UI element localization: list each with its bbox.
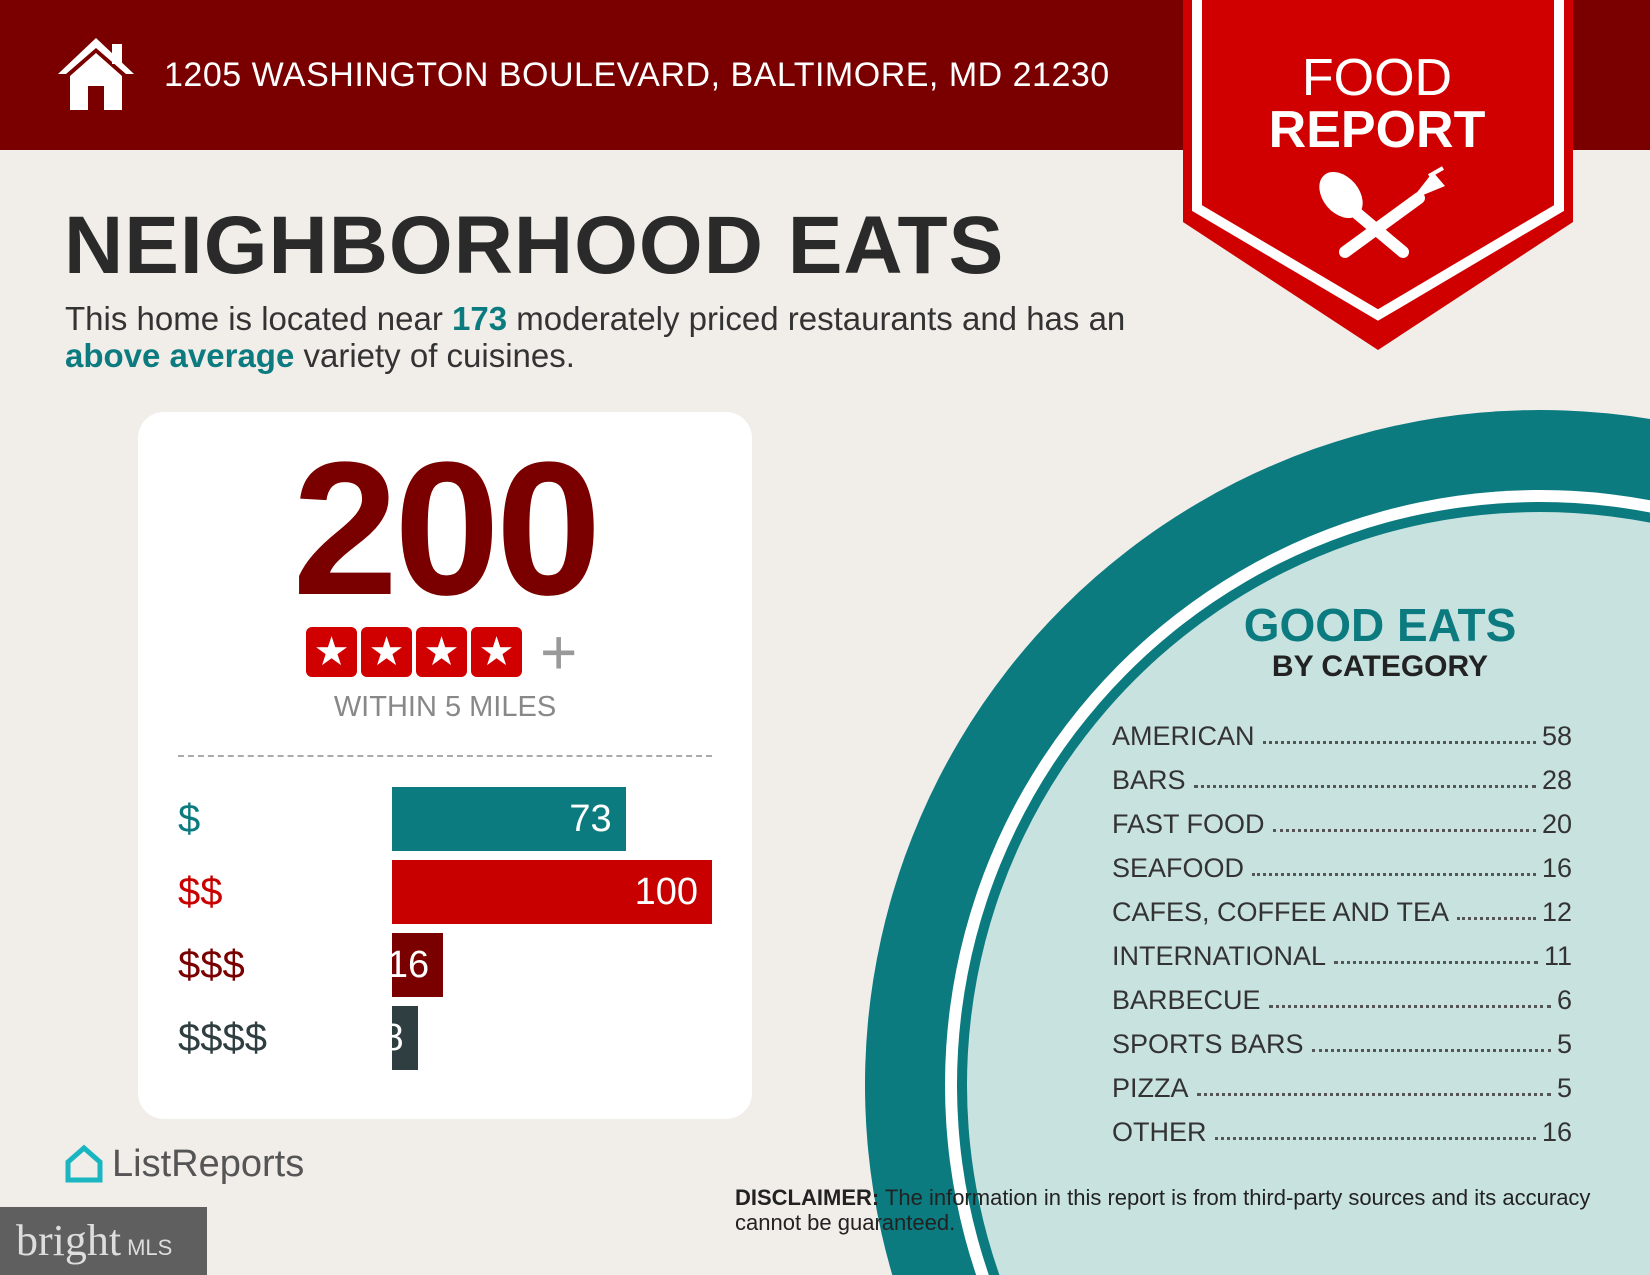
leader-dots [1214, 1137, 1536, 1140]
listreports-logo: ListReports [64, 1140, 304, 1188]
price-row: $$$$ 8 [178, 1006, 418, 1070]
home-icon [58, 38, 134, 110]
category-count: 20 [1541, 808, 1572, 839]
address: 1205 WASHINGTON BOULEVARD, BALTIMORE, MD… [164, 56, 1110, 94]
star-icon: ★ [471, 627, 522, 677]
bright-mls-logo: bright MLS [0, 1207, 207, 1275]
price-value: 16 [386, 944, 430, 986]
total-count: 200 [292, 423, 601, 635]
leader-dots [1311, 1049, 1551, 1052]
leader-dots [1268, 1005, 1551, 1008]
price-bar: 8 [382, 1006, 418, 1070]
category-name: SEAFOOD [1112, 852, 1245, 883]
summary-text: This home is located near 173 moderately… [65, 300, 1126, 374]
category-count: 5 [1556, 1028, 1572, 1059]
price-value: 100 [634, 871, 698, 913]
price-label: $ [178, 797, 201, 841]
star-icon: ★ [416, 627, 467, 677]
category-row: BARBECUE 6 [1112, 976, 1572, 1016]
price-row: $$$ 16 [178, 933, 444, 997]
category-count: 6 [1556, 984, 1572, 1015]
good-eats-title: GOOD EATS [1243, 599, 1517, 651]
category-row: OTHER 16 [1112, 1108, 1572, 1148]
category-name: BARBECUE [1112, 984, 1261, 1015]
category-count: 58 [1541, 720, 1572, 751]
category-row: CAFES, COFFEE AND TEA 12 [1112, 888, 1572, 928]
stats-card: 200 ★ ★ ★ ★ + WITHIN 5 MILES $73 $$ 100 $$$ 16 $… [138, 412, 752, 1119]
category-row: PIZZA 5 [1112, 1064, 1572, 1104]
category-name: CAFES, COFFEE AND TEA [1112, 896, 1450, 927]
price-value: 73 [569, 798, 612, 840]
category-count: 11 [1543, 940, 1572, 971]
radius-label: WITHIN 5 MILES [333, 691, 557, 723]
leader-dots [1196, 1093, 1551, 1096]
plate-ring [967, 512, 1650, 1275]
category-row: SEAFOOD 16 [1112, 844, 1572, 884]
page-title: NEIGHBORHOOD EATS [64, 200, 1005, 291]
category-count: 16 [1541, 852, 1572, 883]
plus-icon: + [540, 616, 578, 688]
price-row: $73 [178, 787, 626, 851]
price-label: $$$ [178, 943, 245, 987]
disclaimer: DISCLAIMER: The information in this repo… [735, 1185, 1591, 1235]
category-row: FAST FOOD 20 [1112, 800, 1572, 840]
rating-stars: ★ ★ ★ ★ + [306, 620, 577, 684]
leader-dots [1457, 917, 1536, 920]
price-bar: 73 [392, 787, 626, 851]
category-count: 12 [1541, 896, 1572, 927]
leader-dots [1252, 873, 1536, 876]
leader-dots [1262, 741, 1536, 744]
price-value: 8 [382, 1017, 404, 1059]
category-count: 16 [1541, 1116, 1572, 1147]
category-name: PIZZA [1112, 1072, 1189, 1103]
divider [178, 755, 712, 757]
star-icon: ★ [361, 627, 412, 677]
leader-dots [1334, 961, 1538, 964]
category-row: BARS 28 [1112, 756, 1572, 796]
category-count: 28 [1541, 764, 1572, 795]
leader-dots [1272, 829, 1536, 832]
leader-dots [1193, 785, 1536, 788]
category-row: AMERICAN 58 [1112, 712, 1572, 752]
price-row: $$ 100 [178, 860, 712, 924]
good-eats-subtitle: BY CATEGORY [1271, 650, 1489, 683]
category-name: AMERICAN [1112, 720, 1255, 751]
category-name: INTERNATIONAL [1112, 940, 1327, 971]
food-report-badge [1183, 0, 1573, 350]
category-count: 5 [1556, 1072, 1572, 1103]
badge-line2: REPORT [1268, 101, 1486, 159]
price-bar: 16 [387, 933, 444, 997]
variety-rating: above average [65, 337, 295, 374]
category-row: INTERNATIONAL 11 [1112, 932, 1572, 972]
category-name: BARS [1112, 764, 1186, 795]
price-bar: 100 [392, 860, 712, 924]
category-name: OTHER [1112, 1116, 1207, 1147]
spoon-fork-icon [1319, 166, 1445, 258]
star-icon: ★ [306, 627, 357, 677]
badge-line1: FOOD [1301, 49, 1453, 107]
category-name: FAST FOOD [1112, 808, 1265, 839]
category-name: SPORTS BARS [1112, 1028, 1304, 1059]
price-label: $$$$ [178, 1016, 267, 1060]
category-row: SPORTS BARS 5 [1112, 1020, 1572, 1060]
price-label: $$ [178, 870, 223, 914]
restaurant-count: 173 [452, 300, 508, 337]
listreports-house-icon [65, 1144, 103, 1183]
